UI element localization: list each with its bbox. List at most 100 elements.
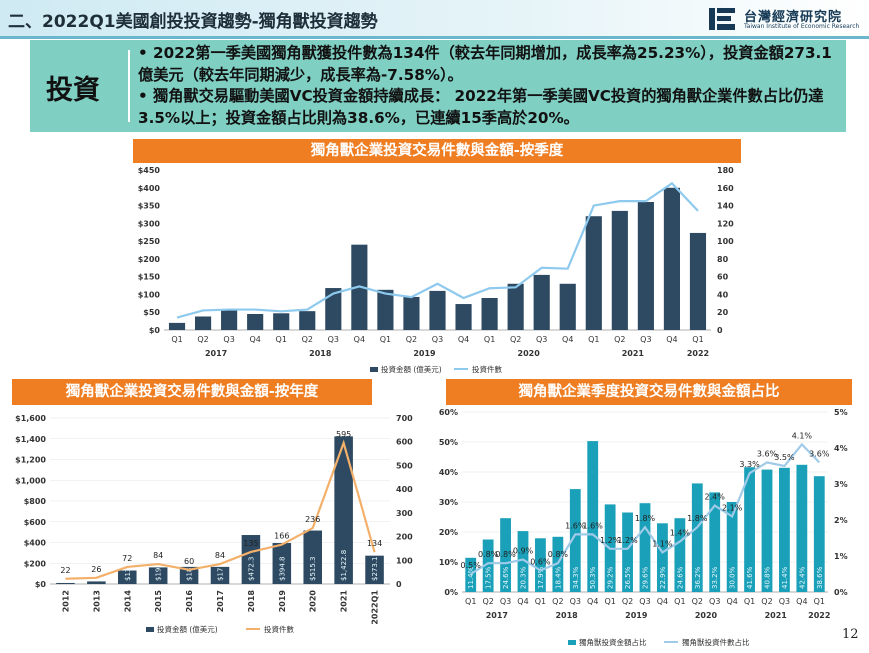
data-bar bbox=[726, 502, 738, 592]
category-label: Q4 bbox=[249, 335, 260, 344]
line-data-label: 84 bbox=[153, 551, 163, 560]
category-label: Q1 bbox=[588, 335, 599, 344]
line-data-label: 3.6% bbox=[809, 449, 830, 458]
line-data-label: 84 bbox=[215, 551, 225, 560]
line-data-label: 2.1% bbox=[722, 503, 743, 512]
data-bar bbox=[299, 311, 316, 330]
category-label: 2014 bbox=[123, 590, 132, 613]
line-data-label: 0.5% bbox=[461, 561, 482, 570]
line-data-label: 0.6% bbox=[530, 557, 551, 566]
legend-bar-label: 投資金額 (億美元) bbox=[381, 364, 442, 374]
data-bar bbox=[639, 503, 651, 592]
data-bar bbox=[500, 518, 511, 592]
data-bar bbox=[611, 210, 628, 330]
header-divider bbox=[0, 36, 869, 39]
bar-data-label: 18.4% bbox=[554, 566, 562, 589]
data-bar bbox=[168, 322, 186, 330]
category-label: 2022Q1 bbox=[371, 590, 380, 625]
data-bar bbox=[481, 298, 498, 330]
data-bar bbox=[559, 283, 576, 330]
bar-data-label: $18 bbox=[186, 568, 194, 581]
data-bar bbox=[657, 523, 668, 592]
line-data-label: 26 bbox=[91, 565, 101, 574]
right-axis-tick: 400 bbox=[396, 485, 413, 494]
category-label: 2016 bbox=[185, 590, 194, 613]
category-label: Q2 bbox=[692, 597, 703, 606]
right-axis-tick: 600 bbox=[396, 438, 413, 447]
right-axis-tick: 60 bbox=[717, 273, 729, 282]
data-bar bbox=[691, 483, 703, 592]
data-bar bbox=[709, 492, 721, 592]
data-bar bbox=[273, 313, 290, 330]
line-data-label: 1.8% bbox=[687, 514, 708, 523]
category-label: Q4 bbox=[587, 597, 598, 606]
left-axis-tick: 50% bbox=[439, 438, 458, 447]
left-axis-tick: $200 bbox=[24, 559, 47, 568]
category-label: Q2 bbox=[406, 335, 417, 344]
bar-data-label: 42.4% bbox=[798, 566, 806, 589]
right-axis-tick: 80 bbox=[717, 255, 729, 264]
logo-english-name: Taiwan Institute of Economic Research bbox=[744, 23, 860, 30]
line-data-label: 60 bbox=[184, 557, 194, 566]
left-axis-tick: $300 bbox=[138, 219, 161, 228]
data-bar bbox=[674, 518, 686, 592]
left-axis-tick: $100 bbox=[138, 290, 161, 299]
left-axis-tick: $0 bbox=[149, 326, 161, 335]
line-data-label: 1.6% bbox=[583, 521, 604, 530]
category-label: Q1 bbox=[604, 597, 615, 606]
right-axis-tick: 500 bbox=[396, 461, 413, 470]
category-label: 2021 bbox=[340, 590, 349, 613]
data-bar bbox=[587, 441, 599, 592]
logo-name: 台灣經濟研究院 bbox=[744, 10, 843, 25]
line-data-label: 1.2% bbox=[600, 536, 621, 545]
line-data-label: 3.3% bbox=[739, 460, 760, 469]
data-bar bbox=[585, 216, 602, 330]
category-label: Q4 bbox=[657, 597, 668, 606]
data-bar bbox=[148, 567, 168, 584]
data-bar bbox=[194, 316, 212, 330]
series-line bbox=[65, 439, 376, 580]
right-axis-tick: 700 bbox=[396, 414, 413, 423]
bar-data-label: 34.3% bbox=[572, 566, 580, 589]
summary-bullet-2: • 獨角獸交易驅動美國VC投資金額持續成長： 2022年第一季美國VC投資的獨角… bbox=[138, 87, 824, 127]
line-data-label: 135 bbox=[243, 539, 258, 548]
summary-box: 投資 • 2022第一季美國獨角獸獲投件數為134件（較去年同期增加，成長率為2… bbox=[30, 40, 846, 132]
data-bar bbox=[796, 464, 808, 592]
data-bar bbox=[179, 566, 199, 584]
category-label: 2018 bbox=[247, 590, 256, 613]
right-axis-tick: 5% bbox=[834, 408, 848, 417]
summary-divider bbox=[128, 50, 130, 122]
category-label: Q1 bbox=[744, 597, 755, 606]
left-axis-tick: $400 bbox=[138, 184, 161, 193]
bar-data-label: 41.6% bbox=[746, 566, 754, 589]
data-bar bbox=[247, 314, 264, 330]
category-label: Q3 bbox=[432, 335, 443, 344]
line-data-label: 0.8% bbox=[478, 550, 499, 559]
category-label: Q4 bbox=[354, 335, 365, 344]
category-label: Q1 bbox=[380, 335, 391, 344]
line-data-label: 236 bbox=[305, 515, 320, 524]
right-axis-tick: 4% bbox=[834, 444, 848, 453]
legend-bar-swatch bbox=[370, 367, 378, 372]
left-axis-tick: 60% bbox=[439, 408, 458, 417]
category-label: Q2 bbox=[197, 335, 208, 344]
data-bar bbox=[272, 543, 292, 584]
series-line bbox=[470, 442, 821, 575]
right-axis-tick: 3% bbox=[834, 480, 848, 489]
year-label: 2022 bbox=[687, 349, 709, 358]
right-axis-tick: 300 bbox=[396, 509, 413, 518]
bar-data-label: $394.8 bbox=[278, 557, 286, 582]
right-axis-tick: 20 bbox=[717, 308, 729, 317]
data-bar bbox=[744, 467, 755, 592]
category-label: 2017 bbox=[216, 590, 225, 612]
bar-data-label: 22.9% bbox=[659, 566, 667, 589]
left-axis-tick: $1,400 bbox=[15, 435, 46, 444]
year-label: 2018 bbox=[309, 349, 332, 358]
category-label: Q4 bbox=[517, 597, 528, 606]
data-bar bbox=[569, 489, 581, 592]
page-number: 12 bbox=[842, 627, 859, 642]
category-label: 2019 bbox=[278, 590, 287, 613]
bar-data-label: $19 bbox=[155, 568, 163, 581]
category-label: Q1 bbox=[674, 597, 685, 606]
